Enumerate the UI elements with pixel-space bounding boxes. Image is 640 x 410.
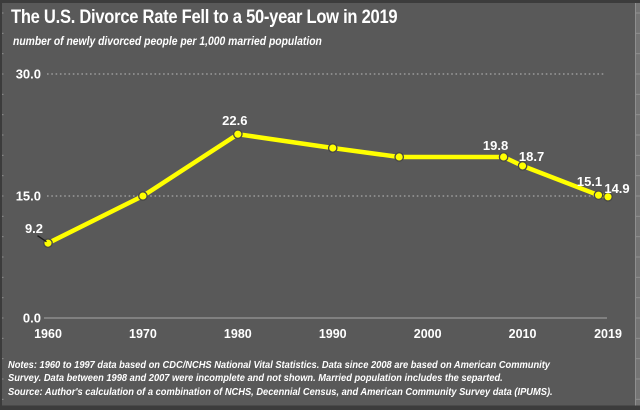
source-line: Source: Author's calculation of a combin… (8, 386, 553, 398)
data-point-2018 (593, 190, 604, 201)
data-point-2019 (603, 191, 613, 202)
x-tick-label-1960: 1960 (34, 327, 62, 341)
x-tick-label-2019: 2019 (594, 327, 622, 341)
data-point-1980 (232, 129, 243, 140)
left-border (0, 0, 2, 410)
x-tick-label-1980: 1980 (224, 327, 252, 341)
point-label-15.1: 15.1 (577, 174, 602, 189)
y-tick-label-0.0: 0.0 (23, 311, 41, 326)
bottom-border (0, 405, 640, 410)
x-tick-label-2010: 2010 (509, 327, 537, 341)
chart-footer: Notes: 1960 to 1997 data based on CDC/NC… (8, 359, 596, 399)
point-label-19.8: 19.8 (483, 138, 508, 153)
chart-subtitle: number of newly divorced people per 1,00… (13, 36, 322, 48)
point-label-9.2: 9.2 (25, 221, 43, 236)
chart-title: The U.S. Divorce Rate Fell to a 50-year … (11, 7, 398, 28)
y-tick-label-15.0: 15.0 (16, 189, 41, 204)
notes-line-2: Survey. Data between 1998 and 2007 were … (8, 373, 503, 385)
x-tick-label-1990: 1990 (319, 327, 347, 341)
point-label-14.9: 14.9 (604, 181, 629, 196)
divorce-rate-line (45, 131, 611, 246)
top-border (0, 0, 640, 3)
point-label-22.6: 22.6 (222, 113, 247, 128)
data-point-2008 (498, 152, 509, 162)
data-point-1990 (327, 143, 338, 153)
right-edge-band (636, 0, 640, 410)
data-point-1970 (138, 191, 148, 201)
notes-line-1: Notes: 1960 to 1997 data based on CDC/NC… (8, 360, 550, 371)
data-point-2010 (517, 161, 528, 171)
x-tick-label-1970: 1970 (129, 327, 157, 341)
data-point-1960 (43, 238, 53, 249)
leader-line-1960 (37, 235, 47, 243)
x-tick-label-2000: 2000 (414, 327, 442, 341)
point-label-18.7: 18.7 (519, 149, 544, 164)
data-point-1997 (394, 152, 405, 162)
y-tick-label-30.0: 30.0 (16, 67, 41, 82)
